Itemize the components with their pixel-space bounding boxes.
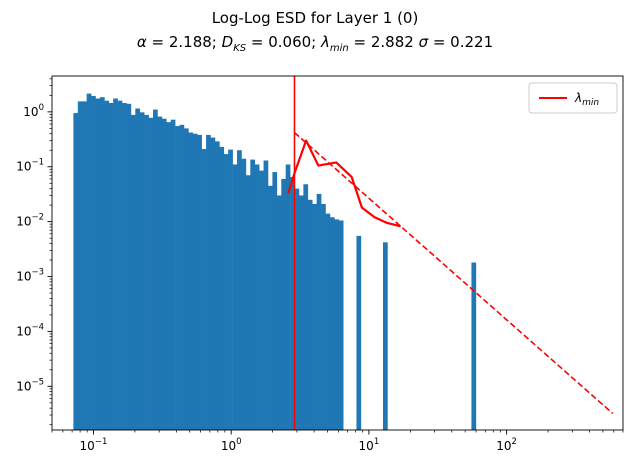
histogram-bar (86, 93, 92, 430)
histogram-bar (113, 98, 118, 430)
histogram-bar (303, 184, 309, 430)
x-tick-label: 102 (496, 437, 517, 453)
histogram-bar (214, 141, 220, 430)
histogram-bar (232, 164, 238, 430)
histogram-bar (285, 164, 291, 430)
histogram-bar (329, 217, 335, 430)
lambda-min-subscript: min (329, 43, 349, 54)
sigma-value: = 0.221 (428, 33, 494, 51)
y-tick-label: 10−2 (16, 213, 44, 229)
lambda-min-value: = 2.882 (348, 33, 419, 51)
dks-symbol: D (221, 33, 234, 51)
histogram-bar (175, 126, 180, 430)
histogram-bar (356, 235, 362, 430)
histogram-bar (122, 103, 127, 430)
y-tick-label: 10−3 (16, 268, 44, 284)
histogram-bar (237, 150, 242, 430)
histogram-bar (166, 122, 171, 430)
dks-value: = 0.060; (246, 33, 321, 51)
histogram-bar (219, 146, 225, 430)
histogram-bar (104, 100, 110, 430)
lambda-min-symbol: λ (320, 33, 330, 51)
power-law-fit-line (293, 131, 614, 415)
histogram-bar (316, 193, 322, 430)
histogram-bar (471, 262, 477, 430)
histogram-bar (197, 134, 202, 430)
histogram-bar (338, 220, 344, 430)
chart-title: Log-Log ESD for Layer 1 (0) (211, 9, 419, 27)
histogram-bar (321, 203, 326, 430)
histogram-bar (82, 101, 87, 430)
empirical-density-line (287, 139, 401, 228)
histogram-bar (263, 160, 269, 430)
histogram-bar (73, 113, 79, 430)
histogram-bar (312, 203, 317, 430)
histogram-bar (250, 159, 256, 430)
y-tick-label: 10−4 (16, 322, 44, 338)
histogram-bar (245, 175, 251, 430)
y-tick-label: 100 (23, 103, 44, 119)
plot-area (73, 76, 614, 430)
histogram-bar (268, 185, 273, 430)
histogram-bar (276, 195, 282, 430)
histogram-bar (228, 149, 233, 430)
chart-subtitle: α = 2.188; DKS = 0.060; λmin = 2.882 σ =… (0, 33, 630, 54)
histogram-bar (99, 97, 105, 430)
histogram-bar (206, 134, 211, 430)
legend-label: λmin (574, 91, 599, 108)
histogram-bar (201, 149, 207, 430)
histogram-bar (223, 154, 229, 430)
plot-frame (51, 75, 624, 431)
histogram-bar (382, 242, 388, 430)
x-tick-label: 10−1 (80, 437, 108, 453)
histogram-bar (307, 199, 313, 430)
histogram-bar (254, 164, 260, 430)
histogram-bar (139, 112, 145, 430)
histogram-bar (241, 158, 247, 430)
x-tick-label: 100 (221, 437, 242, 453)
histogram-bar (153, 109, 158, 430)
alpha-value: = 2.188; (146, 33, 222, 51)
histogram-bar (95, 98, 101, 430)
histogram-bar (183, 128, 189, 430)
histogram-bar (210, 137, 216, 430)
legend-box (528, 82, 618, 114)
histogram-bar (188, 132, 194, 430)
histogram-bar (157, 116, 163, 430)
histogram-bar (290, 177, 295, 430)
histogram-bar (91, 95, 96, 430)
histogram-bar (170, 119, 176, 430)
histogram-bar (126, 103, 132, 430)
histogram-bar (298, 195, 304, 430)
histogram-bar (294, 188, 300, 430)
y-tick-label: 10−5 (16, 377, 44, 393)
histogram-bar (281, 178, 286, 430)
y-tick-label: 10−1 (16, 158, 44, 174)
histogram-bar (130, 114, 136, 430)
x-tick-label: 101 (359, 437, 380, 453)
histogram-bar (161, 118, 167, 430)
alpha-symbol: α (136, 33, 147, 51)
histogram-bar (117, 100, 123, 430)
histogram-bar (77, 101, 83, 430)
histogram-bar (272, 172, 278, 430)
histogram-bar (192, 133, 198, 430)
histogram-bar (259, 170, 264, 430)
histogram-bar (108, 103, 114, 430)
histogram-bar (334, 219, 340, 430)
histogram-bar (148, 117, 154, 430)
histogram-bar (179, 124, 185, 430)
histogram-bar (144, 114, 149, 430)
histogram-bar (135, 108, 141, 430)
dks-subscript: KS (233, 43, 247, 54)
sigma-symbol: σ (418, 33, 429, 51)
histogram-bar (325, 213, 331, 430)
